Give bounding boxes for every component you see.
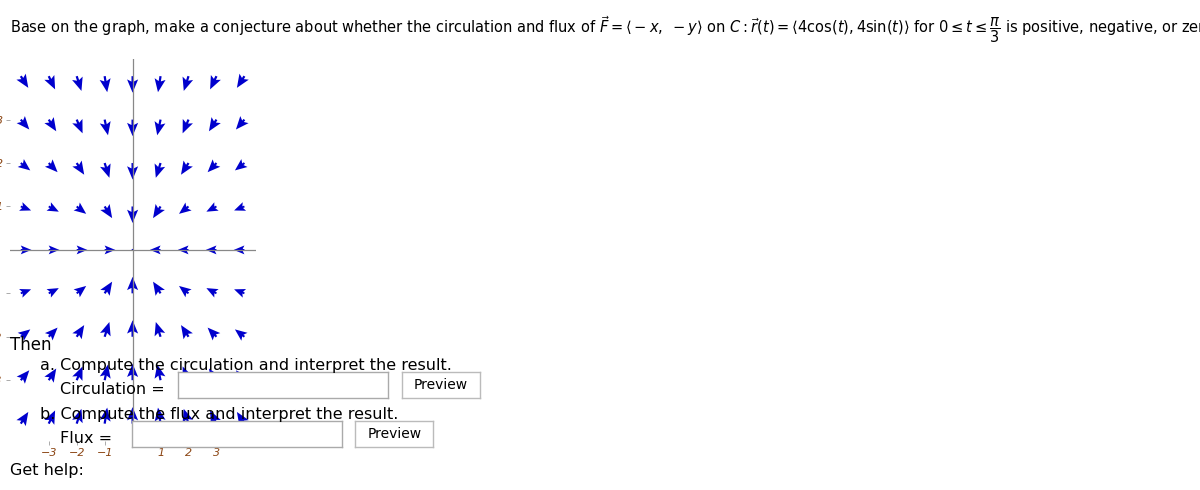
Text: Get help:: Get help: <box>10 463 84 478</box>
Text: Flux =: Flux = <box>60 431 112 446</box>
Text: b. Compute the flux and interpret the result.: b. Compute the flux and interpret the re… <box>40 407 398 422</box>
Text: a. Compute the circulation and interpret the result.: a. Compute the circulation and interpret… <box>40 358 451 373</box>
Text: Circulation =: Circulation = <box>60 382 164 397</box>
Text: Preview: Preview <box>414 378 468 392</box>
Text: Preview: Preview <box>367 427 421 441</box>
Text: Base on the graph, make a conjecture about whether the circulation and flux of $: Base on the graph, make a conjecture abo… <box>10 15 1200 46</box>
Text: Then: Then <box>10 336 52 354</box>
